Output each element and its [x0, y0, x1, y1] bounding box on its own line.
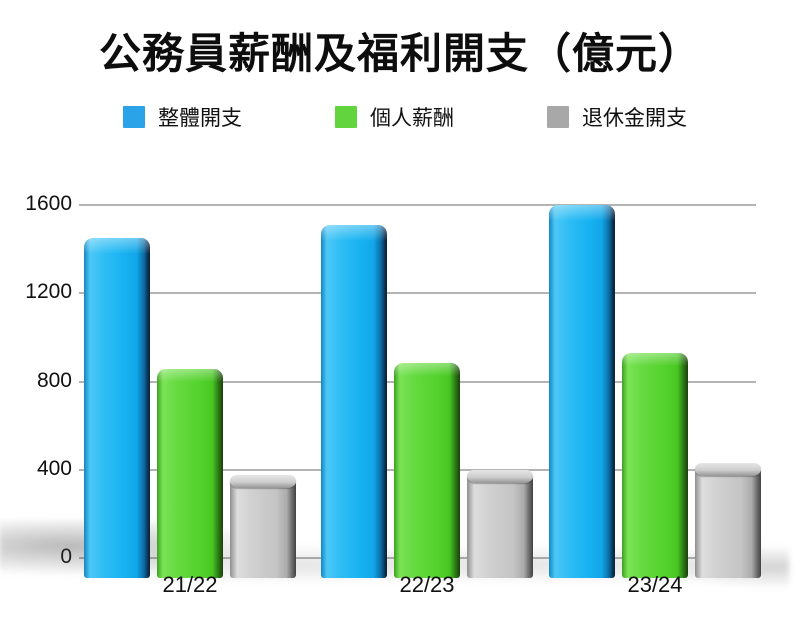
x-tick-label-21/22: 21/22 — [162, 572, 218, 597]
legend-swatch-pension-expenditure-icon — [547, 106, 569, 128]
legend-item-total-expenditure: 整體開支 — [123, 102, 242, 132]
y-tick-label-1200: 1200 — [25, 280, 72, 304]
bar-個人薪酬-21/22 — [157, 369, 223, 578]
chart-title: 公務員薪酬及福利開支（億元） — [98, 30, 701, 77]
x-tick-label-22/23: 22/23 — [399, 572, 455, 597]
legend-label-total-expenditure: 整體開支 — [158, 107, 242, 130]
y-tick-label-1600: 1600 — [25, 192, 72, 215]
bar-個人薪酬-23/24 — [622, 352, 688, 578]
x-tick-label-23/24: 23/24 — [627, 572, 683, 597]
legend-swatch-personal-pay-icon — [335, 106, 357, 128]
bar-退休金開支-23/24 — [695, 463, 761, 578]
legend-item-personal-pay: 個人薪酬 — [335, 102, 454, 132]
bar-整體開支-21/22 — [84, 238, 150, 578]
legend-swatch-total-expenditure-icon — [123, 106, 145, 128]
bar-整體開支-23/24 — [549, 205, 615, 578]
bar-整體開支-22/23 — [321, 224, 387, 578]
y-tick-label-400: 400 — [36, 456, 72, 480]
y-tick-label-800: 800 — [36, 368, 72, 392]
legend-label-personal-pay: 個人薪酬 — [370, 107, 454, 130]
legend-item-pension-expenditure: 退休金開支 — [547, 102, 687, 132]
bar-退休金開支-21/22 — [230, 475, 296, 578]
plot-area — [0, 204, 789, 606]
bar-個人薪酬-22/23 — [394, 362, 460, 578]
legend-label-pension-expenditure: 退休金開支 — [582, 107, 687, 130]
y-tick-label-0: 0 — [0, 545, 72, 569]
gridline-1200 — [79, 292, 756, 295]
bar-退休金開支-22/23 — [467, 469, 533, 578]
gridline-1600 — [79, 204, 756, 206]
